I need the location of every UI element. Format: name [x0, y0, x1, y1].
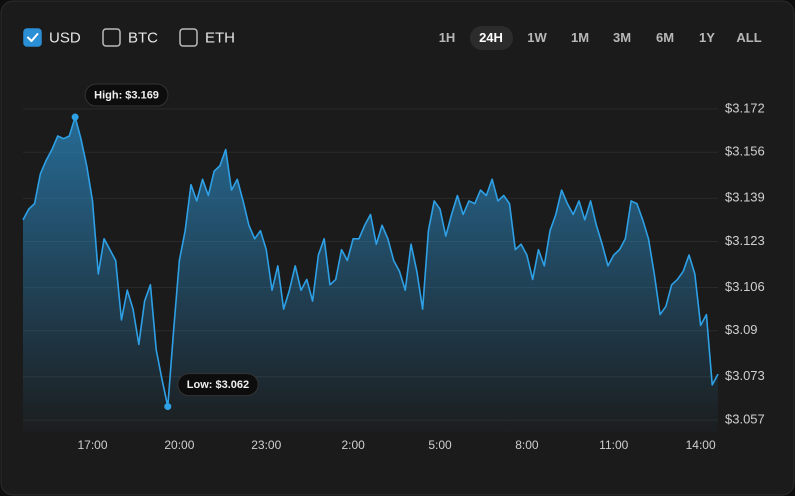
- y-tick-label: $3.106: [725, 279, 765, 294]
- x-tick-label: 8:00: [515, 438, 539, 452]
- range-button[interactable]: 1Y: [699, 30, 715, 45]
- range-button[interactable]: 1M: [571, 30, 589, 45]
- checkbox[interactable]: [102, 28, 121, 47]
- x-tick-label: 11:00: [599, 438, 628, 452]
- x-tick-label: 23:00: [251, 438, 281, 452]
- high-label-bg: [84, 83, 169, 107]
- y-tick-label: $3.09: [725, 322, 758, 337]
- range-button[interactable]: 3M: [613, 30, 631, 45]
- low-label: Low: $3.062: [187, 379, 249, 391]
- high-point: [71, 113, 79, 121]
- line: [22, 116, 719, 408]
- range-button[interactable]: 1W: [527, 30, 547, 45]
- x-tick-label: 20:00: [164, 438, 194, 452]
- range-button[interactable]: 1H: [439, 30, 456, 45]
- y-tick-label: $3.123: [725, 233, 765, 248]
- y-tick-label: $3.073: [725, 368, 765, 383]
- y-tick-label: $3.172: [725, 100, 765, 115]
- checkbox[interactable]: [179, 28, 198, 47]
- area: [23, 117, 718, 432]
- currency-label[interactable]: BTC: [128, 29, 158, 46]
- low-label-bg: [177, 373, 259, 397]
- range-active-bg: [470, 26, 513, 50]
- check-mark: [27, 33, 39, 42]
- x-tick-label: 2:00: [341, 438, 365, 452]
- x-tick-label: 17:00: [77, 438, 107, 452]
- high-label: High: $3.169: [94, 89, 159, 101]
- y-tick-label: $3.139: [725, 190, 765, 205]
- x-tick-label: 14:00: [686, 438, 716, 452]
- range-button[interactable]: 6M: [656, 30, 674, 45]
- range-button[interactable]: ALL: [736, 30, 761, 45]
- y-tick-label: $3.057: [725, 412, 765, 427]
- range-button[interactable]: 24H: [479, 30, 503, 45]
- currency-label[interactable]: ETH: [205, 29, 235, 46]
- x-tick-label: 5:00: [428, 438, 452, 452]
- low-point: [164, 403, 172, 411]
- currency-label[interactable]: USD: [49, 29, 81, 46]
- y-tick-label: $3.156: [725, 144, 765, 159]
- checkbox[interactable]: [23, 28, 42, 47]
